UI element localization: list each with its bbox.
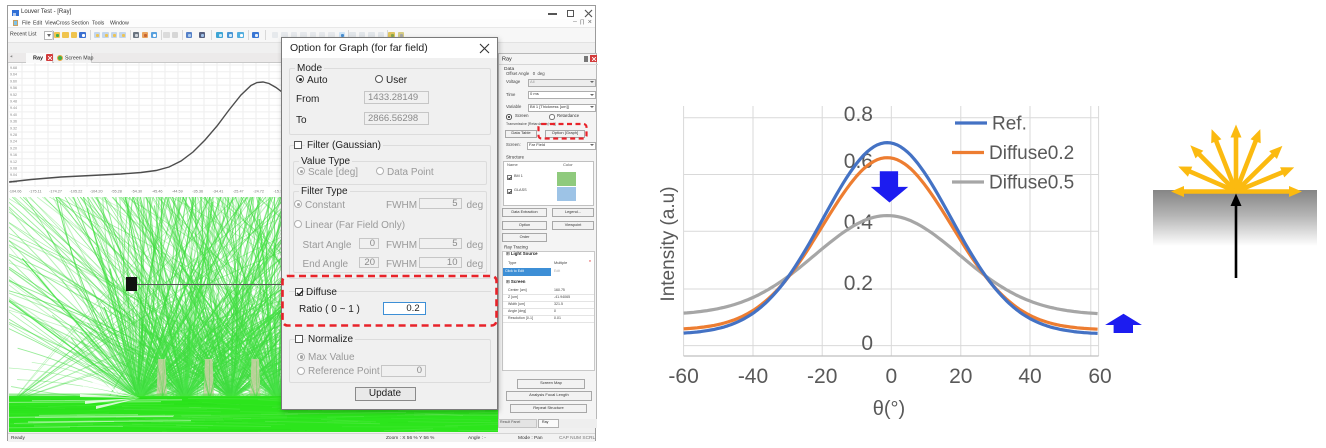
svg-text:9.44: 9.44 [10,106,17,110]
svg-text:-34.41: -34.41 [213,190,224,194]
svg-text:-55.28: -55.28 [111,190,122,194]
svg-text:-15.79: -15.79 [274,190,285,194]
svg-text:-60: -60 [668,365,698,388]
svg-text:9.68: 9.68 [10,66,17,70]
svg-text:9.36: 9.36 [10,120,17,124]
svg-text:Diffuse0.5: Diffuse0.5 [989,173,1074,194]
svg-text:-40: -40 [738,365,768,388]
svg-text:-35.36: -35.36 [192,190,203,194]
svg-text:-175.11: -175.11 [29,190,42,194]
svg-text:0: 0 [861,332,873,355]
svg-text:9.20: 9.20 [10,146,17,150]
svg-text:20: 20 [949,365,972,388]
svg-text:9.24: 9.24 [10,140,17,144]
svg-text:0.2: 0.2 [844,272,873,295]
svg-text:-174.27: -174.27 [49,190,62,194]
svg-text:Ref.: Ref. [992,114,1027,135]
svg-text:9.52: 9.52 [10,93,17,97]
svg-text:0.4: 0.4 [844,211,874,234]
svg-text:-25.47: -25.47 [233,190,244,194]
svg-text:-45.46: -45.46 [152,190,163,194]
svg-text:9.12: 9.12 [10,160,17,164]
svg-text:9.56: 9.56 [10,86,17,90]
svg-text:9.40: 9.40 [10,113,17,117]
svg-text:9.32: 9.32 [10,126,17,130]
svg-text:9.64: 9.64 [10,73,17,77]
svg-text:60: 60 [1088,365,1111,388]
svg-text:9.08: 9.08 [10,167,17,171]
svg-text:Diffuse0.2: Diffuse0.2 [989,143,1074,164]
svg-text:-104.20: -104.20 [90,190,103,194]
svg-text:θ(°): θ(°) [873,398,905,420]
svg-text:9.48: 9.48 [10,100,17,104]
svg-text:Intensity (a.u): Intensity (a.u) [658,186,679,301]
svg-text:-44.59: -44.59 [172,190,183,194]
svg-text:-20: -20 [807,365,837,388]
svg-text:9.16: 9.16 [10,153,17,157]
svg-text:-104.06: -104.06 [9,190,21,194]
svg-text:0.6: 0.6 [844,150,873,173]
svg-text:-24.72: -24.72 [253,190,264,194]
svg-text:9.04: 9.04 [10,173,17,177]
svg-text:0: 0 [885,365,897,388]
svg-text:-54.30: -54.30 [131,190,142,194]
svg-text:-105.22: -105.22 [69,190,82,194]
svg-text:9.28: 9.28 [10,133,17,137]
svg-text:0.8: 0.8 [844,103,873,126]
svg-text:40: 40 [1018,365,1041,388]
svg-text:9.60: 9.60 [10,79,17,83]
